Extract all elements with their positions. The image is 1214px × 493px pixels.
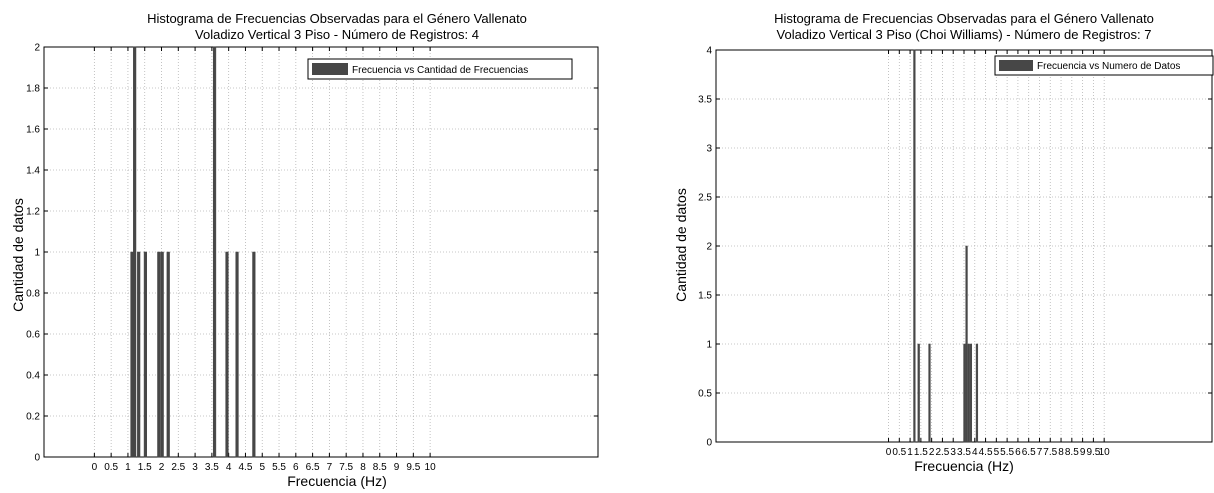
x-tick-label: 6.5 (1022, 447, 1036, 458)
histogram-bar (913, 49, 916, 443)
histogram-bar (967, 343, 970, 443)
histogram-bar (975, 343, 979, 443)
x-tick-label: 1 (125, 462, 131, 473)
x-tick-label: 4.5 (239, 462, 253, 473)
histogram-bar (928, 343, 931, 443)
histogram-bar (130, 251, 134, 458)
x-tick-label: 9.5 (406, 462, 420, 473)
x-tick-label: 8 (360, 462, 366, 473)
histogram-bar (137, 251, 141, 458)
x-tick-label: 7 (327, 462, 333, 473)
y-tick-label: 3.5 (698, 95, 712, 106)
histogram-bar (166, 251, 170, 458)
x-tick-label: 6 (1015, 447, 1021, 458)
y-tick-label: 1.2 (26, 207, 40, 218)
y-tick-label: 0 (34, 453, 40, 464)
legend-swatch (312, 63, 348, 75)
legend: Frecuencia vs Cantidad de Frecuencias (307, 58, 573, 80)
histogram-bar (917, 343, 920, 443)
y-axis-label: Cantidad de datos (10, 198, 26, 312)
x-tick-label: 2.5 (935, 447, 949, 458)
histogram-bar (157, 251, 161, 458)
y-tick-label: 0.4 (26, 371, 40, 382)
histogram-bar (225, 251, 229, 458)
y-tick-label: 2 (706, 242, 712, 253)
x-tick-label: 2.5 (171, 462, 185, 473)
x-tick-label: 3 (192, 462, 198, 473)
x-axis-label: Frecuencia (Hz) (287, 473, 387, 489)
chart-title: Histograma de Frecuencias Observadas par… (774, 11, 1154, 26)
x-tick-label: 5.5 (272, 462, 286, 473)
x-tick-label: 4 (972, 447, 978, 458)
x-tick-label: 2 (159, 462, 165, 473)
x-tick-label: 9 (394, 462, 400, 473)
x-tick-label: 4.5 (979, 447, 993, 458)
x-tick-label: 5 (994, 447, 1000, 458)
x-tick-label: 2 (929, 447, 935, 458)
chart-subtitle: Voladizo Vertical 3 Piso - Número de Reg… (195, 27, 479, 42)
y-tick-label: 1.4 (26, 166, 40, 177)
y-tick-label: 1.8 (26, 84, 40, 95)
legend: Frecuencia vs Numero de Datos (994, 55, 1214, 76)
histogram-bar (160, 251, 164, 458)
y-tick-label: 0 (706, 438, 712, 449)
y-tick-label: 3 (706, 144, 712, 155)
x-tick-label: 6 (293, 462, 299, 473)
x-tick-label: 5 (259, 462, 265, 473)
x-tick-label: 0 (886, 447, 892, 458)
x-tick-label: 1 (907, 447, 913, 458)
x-tick-label: 4 (226, 462, 232, 473)
x-tick-label: 7.5 (1043, 447, 1057, 458)
histogram-bar (969, 343, 973, 443)
legend-box (994, 55, 1214, 76)
x-tick-label: 0.5 (892, 447, 906, 458)
histogram-bar (235, 251, 239, 458)
y-tick-label: 0.2 (26, 412, 40, 423)
x-tick-label: 3 (950, 447, 956, 458)
x-tick-label: 1.5 (914, 447, 928, 458)
x-tick-label: 8.5 (373, 462, 387, 473)
x-tick-label: 7 (1037, 447, 1043, 458)
legend-swatch (999, 60, 1033, 71)
y-tick-label: 0.6 (26, 330, 40, 341)
y-tick-label: 0.5 (698, 389, 712, 400)
y-tick-label: 2.5 (698, 193, 712, 204)
legend-series-name: Frecuencia vs Cantidad de Frecuencias (352, 65, 528, 76)
x-tick-label: 3.5 (957, 447, 971, 458)
x-tick-label: 6.5 (306, 462, 320, 473)
y-tick-label: 4 (706, 46, 712, 57)
chart-title: Histograma de Frecuencias Observadas par… (147, 11, 527, 26)
x-tick-label: 10 (425, 462, 437, 473)
histogram-bar (963, 343, 966, 443)
histogram-bar (133, 46, 137, 458)
x-tick-label: 0.5 (104, 462, 118, 473)
x-tick-label: 0 (92, 462, 98, 473)
histogram-bar (143, 251, 147, 458)
x-tick-label: 8.5 (1065, 447, 1079, 458)
chart-subtitle: Voladizo Vertical 3 Piso (Choi Williams)… (777, 27, 1152, 42)
x-axis-label: Frecuencia (Hz) (914, 458, 1014, 474)
y-tick-label: 1 (34, 248, 40, 259)
y-tick-label: 1 (706, 340, 712, 351)
histogram-bar (965, 245, 968, 443)
y-axis-label: Cantidad de datos (673, 188, 689, 302)
histogram-bar (212, 46, 217, 458)
x-tick-label: 5.5 (1000, 447, 1014, 458)
x-tick-label: 8 (1058, 447, 1064, 458)
legend-series-name: Frecuencia vs Numero de Datos (1037, 61, 1180, 72)
y-tick-label: 0.8 (26, 289, 40, 300)
x-tick-label: 3.5 (205, 462, 219, 473)
histogram-bar (252, 251, 256, 458)
y-tick-label: 1.5 (698, 291, 712, 302)
x-tick-label: 9 (1080, 447, 1086, 458)
x-tick-label: 1.5 (138, 462, 152, 473)
y-tick-label: 1.6 (26, 125, 40, 136)
y-tick-label: 2 (34, 43, 40, 54)
histogram-chart-right: 0 0.5 1 1.5 2 2.5 3 3.5 4 4.5 5 5.5 6 6.5 7 7.5 8 8.5 9 9.5… (673, 11, 1214, 474)
histogram-chart-left: 0 0.5 1 1.5 2 2.5 3 3.5 4 4.5 5 5.5 6 6.5 7 7.5 8 8.5 9 9.5… (10, 11, 599, 489)
x-tick-label: 10 (1099, 447, 1111, 458)
x-tick-label: 7.5 (339, 462, 353, 473)
x-tick-label: 9.5 (1086, 447, 1100, 458)
legend-box (307, 58, 573, 80)
